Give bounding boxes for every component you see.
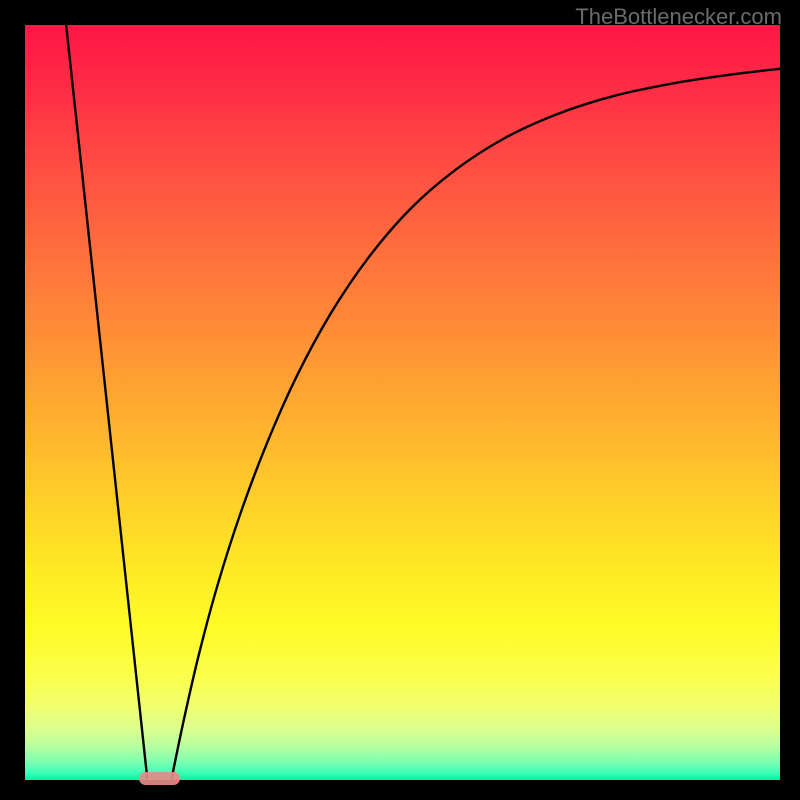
gradient-background xyxy=(25,25,780,780)
plot-area xyxy=(25,25,780,780)
chart-svg xyxy=(25,25,780,780)
bottleneck-marker xyxy=(139,772,181,785)
watermark-text: TheBottlenecker.com xyxy=(575,4,782,30)
